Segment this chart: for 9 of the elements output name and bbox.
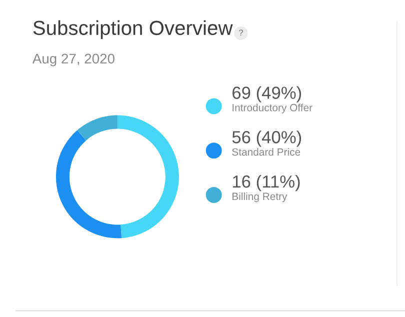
chart-title: Subscription Overview <box>33 20 233 40</box>
legend-label: Introductory Offer <box>232 104 312 114</box>
data-label: 56 (40%) <box>232 130 302 147</box>
chart-subtitle: Aug 27, 2020 <box>32 54 114 66</box>
legend-label: Standard Price <box>232 148 300 156</box>
data-label: 16 (11%) <box>232 174 300 192</box>
legend-label: Billing Retry <box>232 192 288 202</box>
text: ? <box>239 30 243 36</box>
data-label: 69 (49%) <box>232 86 302 102</box>
